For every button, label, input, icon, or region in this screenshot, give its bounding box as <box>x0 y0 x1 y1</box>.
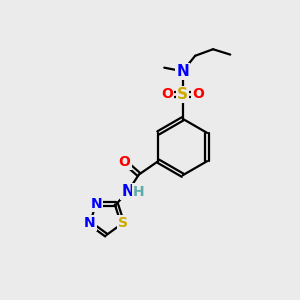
Text: O: O <box>161 87 173 101</box>
Text: N: N <box>176 64 189 79</box>
Text: S: S <box>177 87 188 102</box>
Text: O: O <box>192 87 204 101</box>
Text: N: N <box>90 197 102 211</box>
Text: N: N <box>121 184 134 199</box>
Text: N: N <box>84 216 96 230</box>
Text: S: S <box>118 216 128 230</box>
Text: H: H <box>133 185 145 199</box>
Text: O: O <box>119 155 130 169</box>
